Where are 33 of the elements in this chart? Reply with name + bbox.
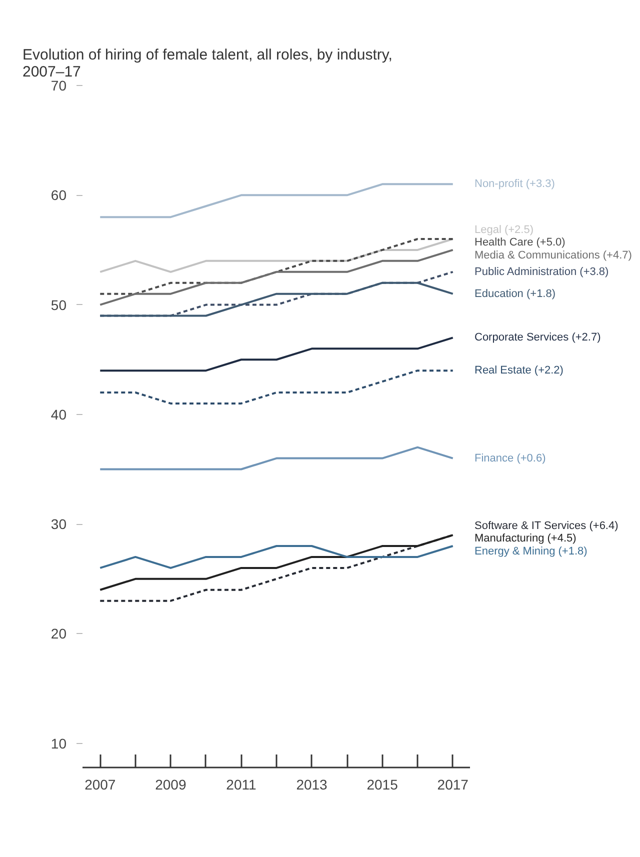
x-tick-label: 2015 bbox=[366, 776, 398, 792]
x-tick-label: 2011 bbox=[226, 776, 256, 792]
y-tick-label: 50 bbox=[50, 296, 67, 313]
x-tick-label: 2017 bbox=[437, 776, 469, 792]
series-label: Education (+1.8) bbox=[474, 288, 556, 300]
series-label: Non-profit (+3.3) bbox=[474, 178, 555, 190]
line-series bbox=[99, 534, 454, 591]
line-series bbox=[99, 336, 454, 372]
series-label: Software & IT Services (+6.4) bbox=[474, 520, 618, 532]
line-series bbox=[99, 238, 454, 273]
x-tick-label: 2013 bbox=[296, 776, 328, 792]
y-tick-label: 20 bbox=[50, 626, 67, 642]
x-tick-label: 2009 bbox=[155, 776, 186, 792]
x-tick-label: 2007 bbox=[84, 776, 116, 792]
series-label: Media & Communications (+4.7) bbox=[474, 250, 632, 262]
y-tick-label: 70 bbox=[50, 78, 67, 94]
series-label: Energy & Mining (+1.8) bbox=[474, 546, 588, 558]
line-series bbox=[99, 248, 454, 306]
series-label: Legal (+2.5) bbox=[474, 224, 534, 236]
series-label: Health Care (+5.0) bbox=[474, 236, 566, 249]
series-label: Corporate Services (+2.7) bbox=[474, 332, 601, 344]
series-label: Manufacturing (+4.5) bbox=[474, 532, 576, 545]
chart-title: Evolution of hiring of female talent, all roles, by industry, 2007–17 bbox=[22, 46, 392, 80]
line-series bbox=[99, 370, 454, 404]
line-series bbox=[99, 282, 454, 317]
y-tick-label: 40 bbox=[50, 406, 67, 422]
line-series bbox=[99, 183, 454, 218]
y-tick-label: 10 bbox=[50, 735, 67, 752]
series-label: Finance (+0.6) bbox=[474, 452, 546, 464]
series-label: Real Estate (+2.2) bbox=[474, 364, 564, 377]
series-label: Public Administration (+3.8) bbox=[474, 266, 609, 278]
y-tick-label: 60 bbox=[50, 187, 67, 204]
y-tick-label: 30 bbox=[50, 516, 67, 532]
